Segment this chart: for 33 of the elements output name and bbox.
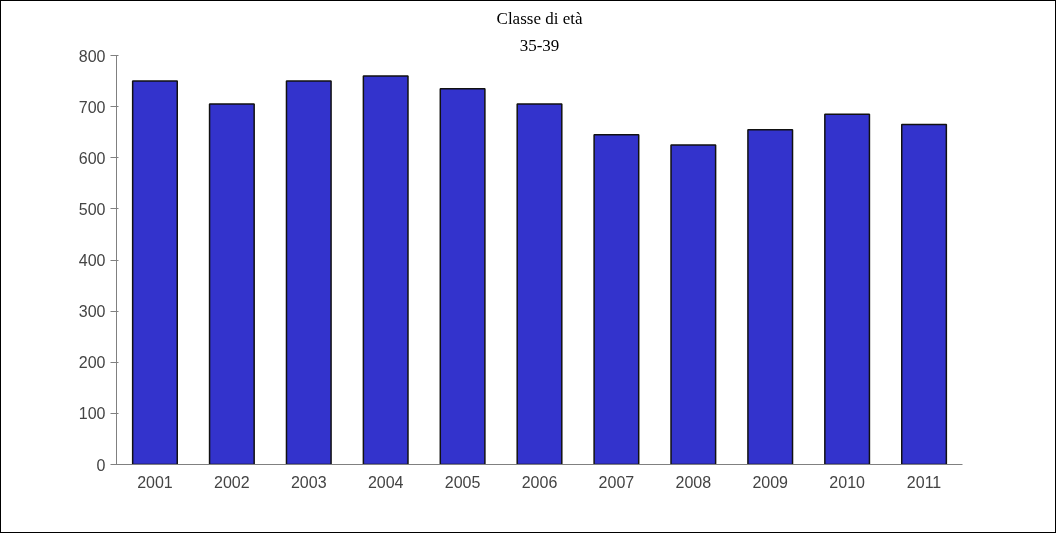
y-tick-label: 400: [78, 252, 106, 269]
bar: [208, 103, 255, 465]
y-tick-label: 300: [78, 303, 106, 321]
x-tick-label: 2009: [752, 473, 789, 491]
chart-title: Classe di età: [496, 8, 583, 28]
bar: [593, 133, 640, 465]
x-tick-label: 2007: [598, 473, 635, 491]
bar: [747, 128, 794, 465]
y-tick-label: 500: [78, 200, 106, 218]
bar: [670, 144, 717, 465]
x-tick-label: 2006: [521, 473, 558, 491]
x-tick-label: 2004: [367, 473, 404, 491]
bar: [362, 75, 409, 465]
bar: [900, 123, 948, 465]
bar: [516, 103, 563, 465]
x-tick-label: 2010: [829, 473, 866, 491]
bar: [824, 113, 871, 465]
y-tick-label: 600: [78, 149, 106, 167]
x-tick-label: 2002: [214, 473, 250, 491]
y-tick-label: 100: [78, 405, 106, 423]
y-tick-label: 0: [96, 456, 106, 474]
bar: [285, 80, 332, 465]
bar: [131, 80, 179, 465]
bar: [439, 87, 486, 465]
chart-subtitle: 35-39: [519, 35, 560, 55]
y-tick-label: 700: [78, 98, 106, 116]
x-tick-label: 2001: [137, 473, 173, 491]
y-tick-label: 200: [78, 354, 106, 372]
y-tick-label: 800: [78, 47, 106, 65]
x-tick-label: 2011: [906, 473, 942, 491]
x-tick-label: 2003: [290, 473, 327, 491]
x-tick-label: 2005: [444, 473, 481, 491]
x-tick-label: 2008: [675, 473, 712, 491]
